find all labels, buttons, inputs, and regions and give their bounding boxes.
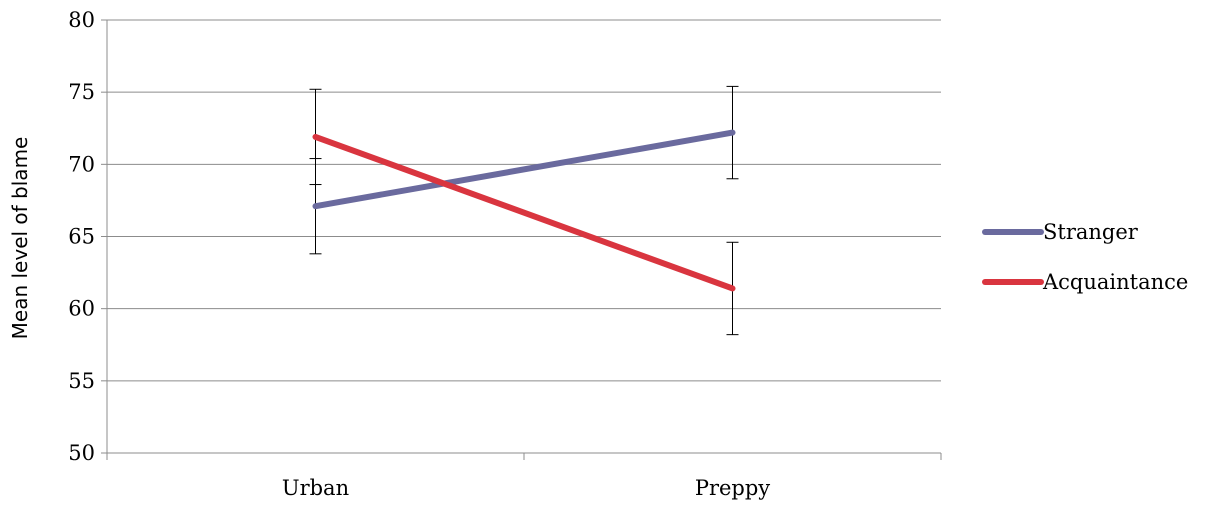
series-line-acquaintance [312,133,736,292]
y-tick-labels: 50 55 60 65 70 75 80 [68,8,95,465]
y-axis-title: Mean level of blame [8,137,32,340]
legend-label: Stranger [1043,220,1139,244]
y-tick-label: 80 [68,8,95,32]
y-tick-label: 70 [68,152,95,176]
y-tick-label: 50 [68,441,95,465]
series-line-stranger [312,129,736,210]
x-tick-label: Urban [282,476,349,500]
y-tick-label: 65 [68,225,95,249]
x-tick-label: Preppy [695,476,770,500]
y-tick-label: 55 [68,369,95,393]
legend-label: Acquaintance [1042,270,1188,294]
y-tick-label: 75 [68,80,95,104]
legend: Stranger Acquaintance [982,220,1188,294]
gridlines [107,19,941,382]
axes [101,19,942,460]
x-tick-labels: Urban Preppy [282,476,770,500]
series-lines [312,129,736,292]
y-tick-label: 60 [68,297,95,321]
